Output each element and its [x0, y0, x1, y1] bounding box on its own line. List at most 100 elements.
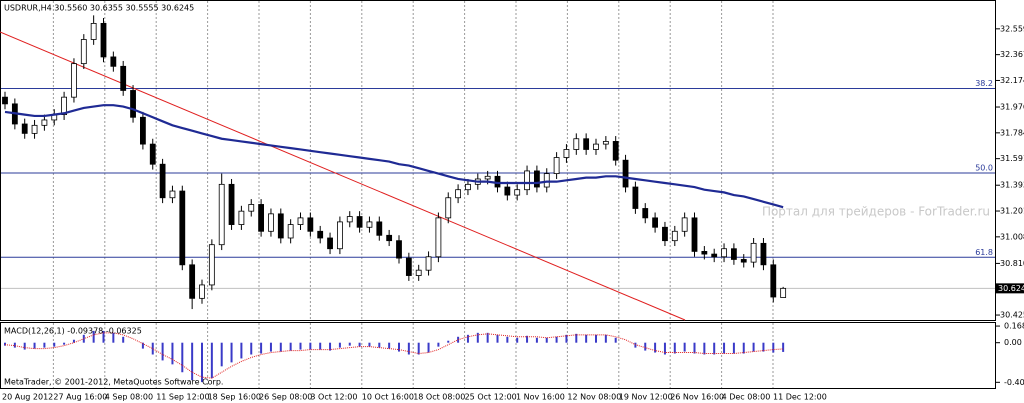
candle-body — [100, 22, 107, 58]
candle-body — [593, 143, 599, 150]
y-tick-label: 32.3670 — [1000, 50, 1024, 59]
candle-body — [691, 217, 698, 252]
x-tick-label: 26 Nov 16:00 — [670, 393, 724, 402]
candle-body — [612, 141, 619, 161]
candle-body — [159, 163, 166, 199]
candle-body — [455, 189, 462, 199]
candle-body — [632, 186, 639, 209]
x-tick-label: 18 Oct 08:00 — [413, 393, 465, 402]
candle-body — [238, 210, 245, 225]
candle-body — [366, 221, 373, 228]
candle-body — [80, 39, 87, 65]
macd-panel — [0, 322, 996, 389]
candle-body — [662, 226, 668, 242]
y-tick-label: 32.1745 — [1000, 76, 1024, 85]
candle-body — [445, 197, 452, 219]
candle-body — [573, 138, 580, 150]
candle-body — [602, 141, 609, 145]
fib-label: 50.0 — [975, 163, 993, 172]
candle-body — [149, 143, 156, 165]
candle-body — [721, 248, 727, 258]
candle-body — [681, 217, 688, 232]
x-tick-label: 11 Dec 12:00 — [773, 393, 827, 402]
candle-body — [317, 230, 324, 239]
candle-body — [671, 230, 678, 242]
candle-body — [199, 284, 205, 299]
candle-body — [504, 186, 511, 196]
candle-body — [435, 217, 442, 258]
candle-body — [228, 183, 235, 225]
last-price-box — [996, 283, 1024, 294]
candle-body — [90, 22, 97, 40]
candle-body — [218, 183, 225, 246]
y-tick-label: 30.4255 — [1000, 311, 1024, 320]
y-tick-label: 31.3935 — [1000, 181, 1024, 190]
y-tick-label: 30.8105 — [1000, 259, 1024, 268]
x-tick-label: 27 Aug 16:00 — [53, 393, 107, 402]
candle-body — [61, 96, 67, 116]
candle-body — [652, 217, 658, 228]
candle-body — [514, 189, 521, 196]
candle-body — [425, 256, 432, 271]
copyright: MetaTrader, © 2001-2012, MetaQuotes Soft… — [4, 378, 223, 387]
candle-body — [405, 257, 412, 276]
candle-body — [179, 190, 186, 266]
candle-body — [356, 216, 363, 228]
watermark: Портал для трейдеров - ForTrader.ru — [762, 205, 990, 219]
macd-label: MACD(12,26,1) -0.09378 -0.06325 — [4, 327, 142, 336]
x-tick-label: 12 Nov 08:00 — [567, 393, 621, 402]
candle-body — [760, 242, 767, 266]
candle-body — [31, 124, 38, 134]
y-tick-label: 31.9765 — [1000, 103, 1024, 112]
candle-body — [750, 242, 757, 263]
x-tick-label: 1 Nov 16:00 — [516, 393, 565, 402]
candle-body — [553, 157, 560, 175]
x-tick-label: 18 Sep 16:00 — [208, 393, 261, 402]
candle-body — [711, 253, 718, 258]
candle-body — [248, 204, 255, 212]
fib-label: 38.2 — [975, 79, 993, 88]
candle-body — [139, 116, 146, 145]
candle-body — [189, 264, 196, 299]
x-tick-label: 11 Sep 12:00 — [156, 393, 209, 402]
candle-body — [780, 287, 787, 298]
candle-body — [2, 96, 8, 105]
y-tick-label: 31.0085 — [1000, 232, 1024, 241]
candle-body — [642, 208, 649, 219]
candle-body — [563, 149, 570, 158]
candle-body — [307, 217, 314, 232]
candle-body — [41, 119, 48, 126]
candle-body — [524, 170, 530, 191]
macd-y-tick-label: -0.40234 — [1004, 378, 1024, 387]
y-tick-label: 32.5595 — [1000, 24, 1024, 33]
x-tick-label: 19 Nov 12:00 — [619, 393, 673, 402]
candle-body — [169, 190, 176, 199]
macd-y-tick-label: 0.00 — [1004, 338, 1022, 347]
candle-body — [396, 240, 402, 259]
candle-body — [583, 138, 590, 150]
candle-body — [740, 259, 747, 263]
candle-body — [277, 213, 284, 239]
moving-average — [4, 104, 784, 209]
candle-body — [346, 216, 353, 223]
candle-body — [336, 221, 343, 250]
candle-body — [268, 213, 274, 232]
candle-body — [297, 217, 304, 225]
y-tick-label: 31.2010 — [1000, 207, 1024, 216]
candle-body — [120, 65, 127, 91]
x-tick-label: 3 Oct 12:00 — [310, 393, 357, 402]
candle-body — [484, 175, 491, 180]
candle-body — [71, 63, 77, 98]
candle-body — [770, 264, 777, 298]
candle-body — [415, 269, 422, 276]
candle-body — [465, 183, 471, 191]
x-tick-label: 4 Dec 08:00 — [722, 393, 771, 402]
candle-body — [287, 224, 294, 239]
x-tick-label: 25 Oct 12:00 — [465, 393, 517, 402]
candle-body — [130, 90, 136, 118]
y-tick-label: 31.7840 — [1000, 128, 1024, 137]
candle-body — [327, 237, 333, 250]
x-tick-label: 20 Aug 2012 — [2, 393, 53, 402]
candle-body — [622, 159, 629, 188]
